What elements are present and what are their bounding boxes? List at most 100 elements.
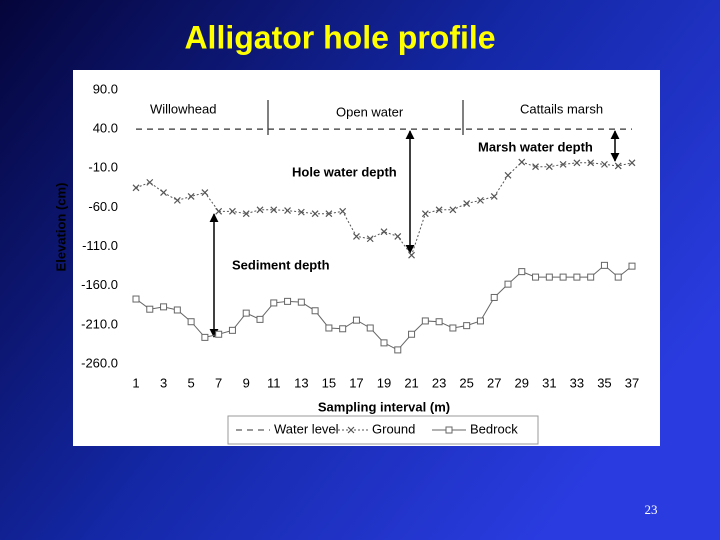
ground-marker <box>284 207 291 214</box>
marker-shape <box>284 207 291 214</box>
bedrock-marker <box>545 273 553 281</box>
bedrock-marker <box>532 273 540 281</box>
legend-label: Ground <box>372 421 415 436</box>
marker-shape <box>449 206 457 214</box>
ground-marker <box>297 208 305 216</box>
marker-shape <box>601 160 608 168</box>
marker-shape <box>545 163 553 171</box>
bedrock-marker <box>380 339 388 347</box>
y-tick-label: 90.0 <box>93 81 118 96</box>
chart-panel <box>73 70 660 446</box>
ground-marker <box>366 235 374 243</box>
ground-marker <box>449 206 457 214</box>
bedrock-marker <box>408 330 416 338</box>
ground-marker <box>490 193 498 200</box>
x-axis-title: Sampling interval (m) <box>318 399 450 414</box>
bedrock-marker <box>160 303 168 311</box>
bedrock-marker <box>339 325 347 333</box>
marker-shape <box>229 207 236 215</box>
y-tick-label: -210.0 <box>81 316 118 331</box>
y-tick-label: -60.0 <box>88 199 118 214</box>
x-tick-label: 33 <box>570 375 584 390</box>
marker-shape <box>559 160 567 168</box>
bedrock-marker <box>311 307 319 315</box>
bedrock-marker <box>518 268 526 276</box>
bedrock-marker <box>628 262 636 270</box>
bedrock-marker <box>256 315 264 323</box>
marker-shape <box>573 159 581 167</box>
x-tick-label: 9 <box>243 375 250 390</box>
bedrock-marker <box>325 324 333 332</box>
marker-shape <box>297 208 305 216</box>
annotation: Marsh water depth <box>478 139 593 154</box>
x-tick-label: 37 <box>625 375 639 390</box>
marker-shape <box>270 206 278 214</box>
bedrock-marker <box>600 261 608 269</box>
bedrock-marker <box>173 306 181 314</box>
marker-shape <box>366 235 374 243</box>
bedrock-marker <box>573 273 581 281</box>
ground-marker <box>256 206 264 214</box>
ground-marker <box>380 228 388 236</box>
marker-shape <box>421 210 429 218</box>
marker-shape <box>347 426 355 434</box>
x-tick-label: 27 <box>487 375 501 390</box>
marker-shape <box>614 162 622 170</box>
bedrock-marker <box>228 326 236 334</box>
ground-marker <box>408 251 415 259</box>
marker-shape <box>518 158 526 166</box>
ground-marker <box>173 196 181 204</box>
ground-marker <box>353 232 360 240</box>
legend-label: Bedrock <box>470 421 518 436</box>
x-tick-label: 13 <box>294 375 308 390</box>
ground-marker <box>146 178 154 186</box>
ground-marker <box>394 232 402 240</box>
ground-marker <box>325 210 333 218</box>
x-tick-label: 29 <box>515 375 529 390</box>
y-tick-label: -160.0 <box>81 277 118 292</box>
x-tick-label: 25 <box>459 375 473 390</box>
y-tick-label: -110.0 <box>82 238 118 253</box>
annotation: Open water <box>336 104 404 119</box>
ground-marker <box>435 206 443 214</box>
annotation: Willowhead <box>150 101 216 116</box>
marker-shape <box>173 196 181 204</box>
marker-shape <box>380 228 388 236</box>
marker-shape <box>408 251 415 259</box>
bedrock-marker <box>297 298 305 306</box>
ground-marker <box>559 160 567 168</box>
marker-shape <box>587 159 595 167</box>
x-tick-label: 17 <box>349 375 363 390</box>
legend-box <box>227 415 539 445</box>
ground-marker <box>628 159 636 167</box>
bedrock-marker <box>421 317 429 325</box>
ground-marker <box>347 426 355 434</box>
marker-shape <box>242 210 250 218</box>
bedrock-marker <box>394 346 402 354</box>
marker-shape <box>394 232 402 240</box>
bedrock-marker <box>587 273 595 281</box>
marker-shape <box>435 206 443 214</box>
x-tick-label: 15 <box>322 375 336 390</box>
slide-title: Alligator hole profile <box>184 19 495 55</box>
marker-shape <box>256 206 264 214</box>
ground-marker <box>215 207 223 215</box>
marker-shape <box>628 159 636 167</box>
marker-shape <box>311 210 319 218</box>
marker-shape <box>490 193 498 200</box>
legend-label: Water level <box>274 421 339 436</box>
ground-marker <box>545 163 553 171</box>
bedrock-marker <box>435 318 443 326</box>
ground-marker <box>270 206 278 214</box>
bedrock-marker <box>463 322 471 330</box>
bedrock-marker <box>132 295 140 303</box>
bedrock-marker <box>445 426 453 434</box>
ground-marker <box>518 158 526 166</box>
bedrock-marker <box>614 273 622 281</box>
y-tick-label: -10.0 <box>88 160 118 175</box>
x-tick-label: 3 <box>160 375 167 390</box>
x-tick-label: 7 <box>215 375 222 390</box>
bedrock-marker <box>476 317 484 325</box>
bedrock-marker <box>146 305 154 313</box>
